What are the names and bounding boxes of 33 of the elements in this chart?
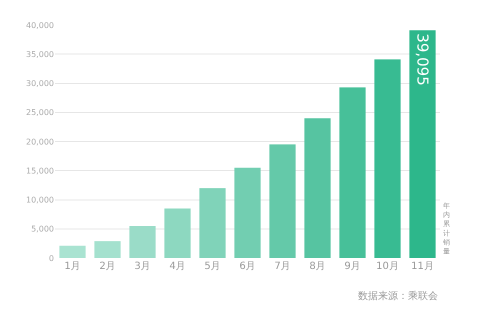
bar xyxy=(374,59,401,258)
x-tick-label: 3月 xyxy=(134,261,151,272)
x-tick-label: 7月 xyxy=(274,261,291,272)
bar xyxy=(234,168,261,258)
bar xyxy=(94,241,121,258)
y-tick-label: 5,000 xyxy=(31,224,54,234)
x-tick-label: 8月 xyxy=(309,261,326,272)
x-tick-label: 2月 xyxy=(99,261,116,272)
x-tick-label: 4月 xyxy=(169,261,186,272)
y-tick-label: 20,000 xyxy=(26,137,54,146)
y-tick-label: 10,000 xyxy=(26,196,54,205)
x-tick-label: 10月 xyxy=(376,261,399,272)
y-tick-label: 30,000 xyxy=(26,79,54,88)
data-label: 39,095 xyxy=(414,33,432,86)
source-note: 数据来源：乘联会 xyxy=(358,290,438,302)
y-tick-label: 40,000 xyxy=(26,20,54,30)
bar xyxy=(199,188,226,258)
y-tick-label: 15,000 xyxy=(26,166,54,176)
bar xyxy=(59,246,86,258)
x-tick-label: 1月 xyxy=(64,261,81,272)
y-tick-label: 0 xyxy=(48,254,54,263)
x-tick-label: 5月 xyxy=(204,261,221,272)
bar xyxy=(269,144,296,258)
x-tick-label: 6月 xyxy=(239,261,256,272)
y-tick-label: 35,000 xyxy=(26,50,54,59)
x-tick-label: 11月 xyxy=(411,261,434,272)
bar xyxy=(304,118,331,258)
bar xyxy=(129,226,156,258)
y-tick-label: 25,000 xyxy=(26,108,54,118)
x-tick-label: 9月 xyxy=(344,261,361,272)
bar xyxy=(409,30,436,258)
bar xyxy=(339,87,366,258)
bar xyxy=(164,208,191,258)
